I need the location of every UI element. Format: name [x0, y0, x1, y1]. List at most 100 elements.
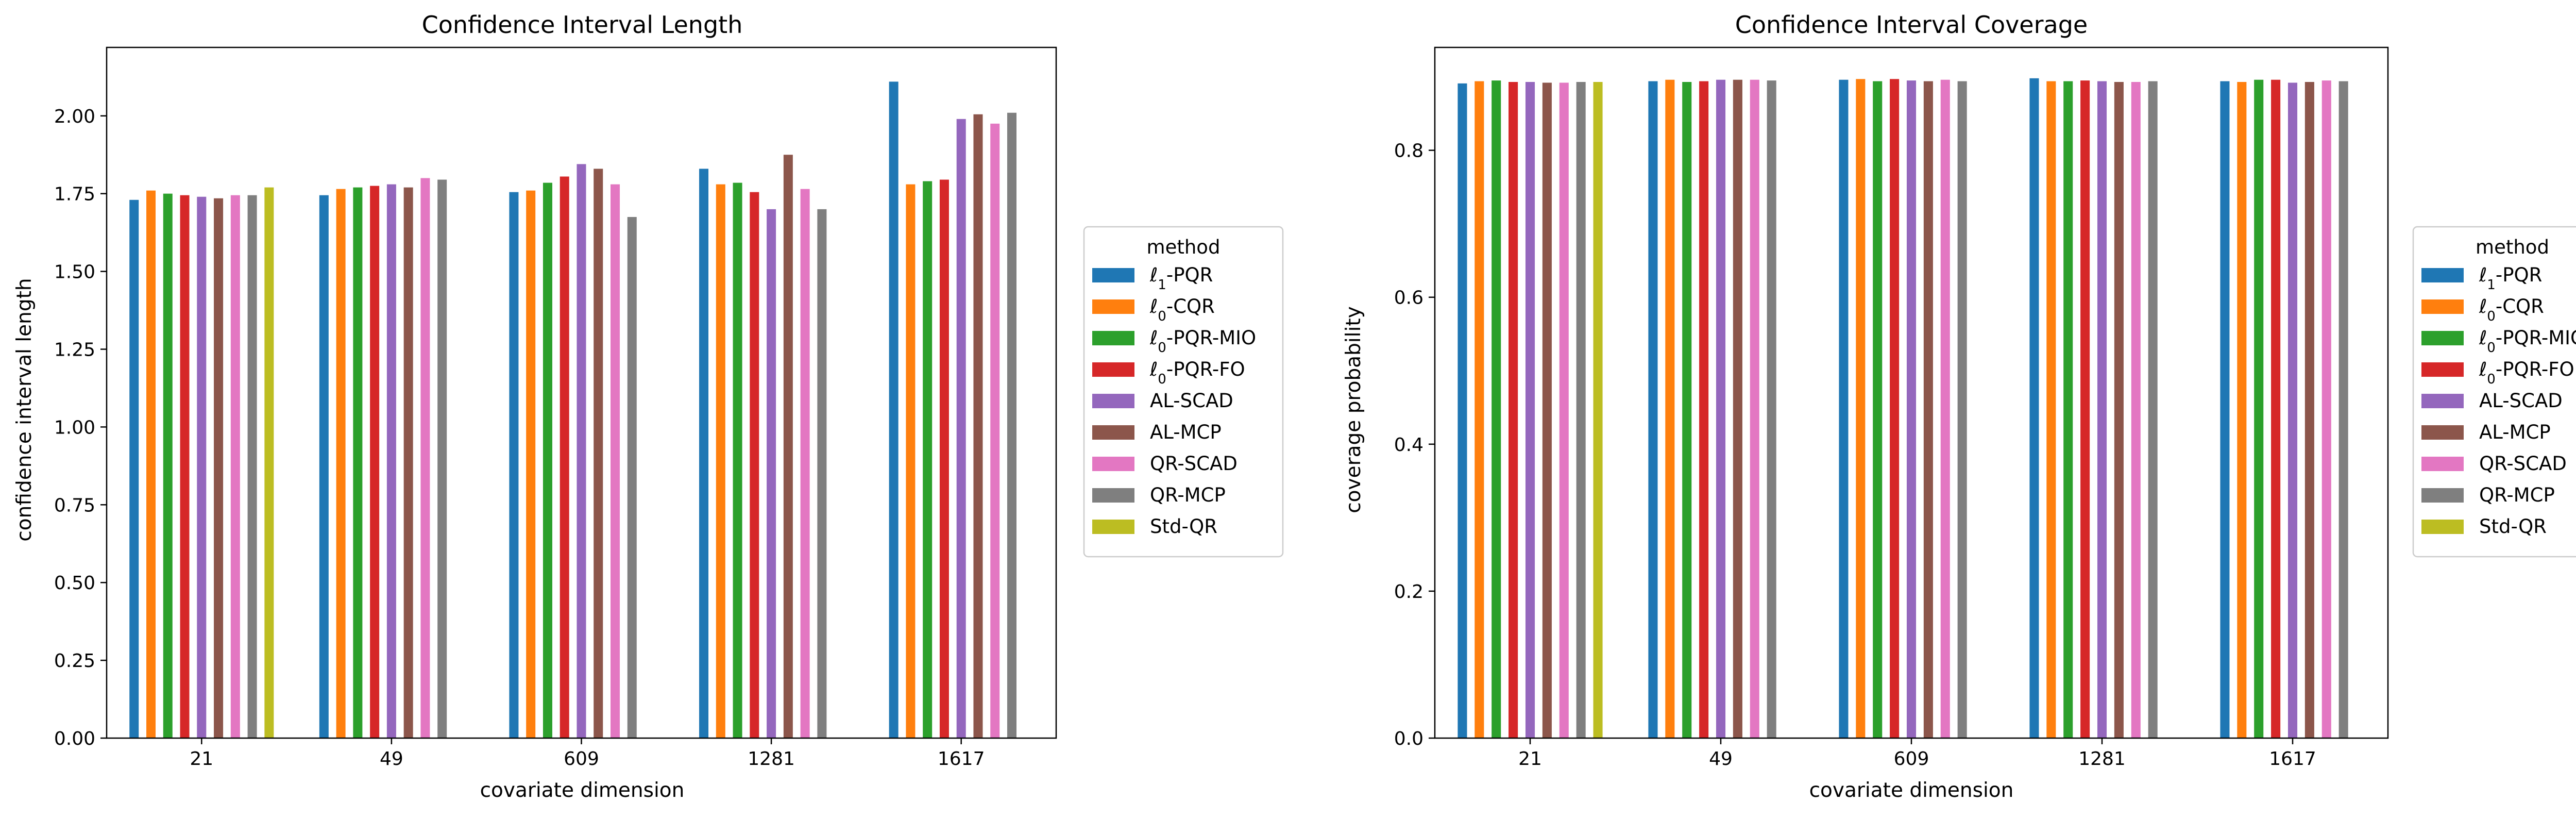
coverage-bar-49-series-0	[1648, 81, 1658, 738]
length-bar-609-series-5	[594, 169, 603, 738]
length-bar-21-series-0	[129, 199, 139, 738]
coverage-x-axis-label: covariate dimension	[1809, 779, 2014, 802]
length-bar-1281-series-1	[716, 184, 725, 739]
coverage-legend-swatch-8	[2421, 520, 2464, 534]
length-legend-swatch-8	[1092, 520, 1134, 534]
length-y-tick-label: 0.25	[54, 650, 95, 672]
length-bar-1617-series-3	[939, 179, 949, 738]
length-x-tick-label: 21	[190, 748, 213, 770]
coverage-x-tick-label: 609	[1894, 748, 1929, 770]
length-bar-49-series-4	[386, 184, 396, 739]
length-bar-49-series-6	[420, 178, 430, 738]
length-bar-1281-series-0	[699, 169, 709, 738]
length-y-tick-label: 1.50	[54, 262, 95, 283]
length-bar-1617-series-4	[956, 119, 966, 739]
coverage-bar-1617-series-5	[2304, 82, 2314, 738]
length-x-tick-label: 1617	[938, 748, 985, 770]
length-x-tick-label: 1281	[748, 748, 795, 770]
coverage-bar-1281-series-0	[2029, 78, 2039, 738]
coverage-bar-21-series-4	[1525, 82, 1535, 738]
length-legend-label-0: ℓ1-PQR	[1149, 264, 1213, 293]
length-bar-1281-series-6	[800, 189, 810, 738]
length-legend-swatch-1	[1092, 299, 1134, 314]
coverage-plot-area: 0.0 0.2 0.4 0.6 0.8 21 49 609 1281 1617	[1394, 46, 2389, 770]
length-bar-21-series-7	[247, 195, 257, 739]
length-bar-21-series-2	[163, 193, 173, 739]
length-legend-swatch-4	[1092, 394, 1134, 408]
length-bar-21-series-4	[197, 196, 207, 739]
length-bar-609-series-6	[611, 184, 620, 739]
coverage-bar-609-series-4	[1906, 80, 1917, 738]
length-legend-label-2: ℓ0-PQR-MIO	[1149, 327, 1256, 356]
coverage-bar-1281-series-7	[2148, 81, 2158, 738]
coverage-legend-label-5: AL-MCP	[2479, 421, 2551, 443]
length-y-tick-label: 2.00	[54, 106, 95, 127]
coverage-bar-1281-series-3	[2080, 80, 2090, 738]
coverage-legend-swatch-5	[2421, 425, 2464, 440]
length-y-tick-label: 1.75	[54, 184, 95, 205]
length-legend-swatch-3	[1092, 362, 1134, 377]
coverage-bar-49-series-3	[1699, 81, 1709, 738]
length-legend-label-3: ℓ0-PQR-FO	[1149, 358, 1245, 387]
coverage-legend-title: method	[2476, 236, 2549, 258]
coverage-bar-1281-series-1	[2046, 81, 2056, 738]
coverage-bar-1617-series-3	[2271, 79, 2281, 739]
length-legend-label-6: QR-SCAD	[1150, 453, 1238, 475]
coverage-legend-label-4: AL-SCAD	[2479, 390, 2563, 412]
coverage-x-tick-label: 1281	[2078, 748, 2126, 770]
length-chart: Confidence Interval Length 0.000.250.500…	[13, 11, 1284, 802]
length-y-tick-label: 1.00	[54, 417, 95, 438]
length-y-tick-label: 1.25	[54, 339, 95, 360]
coverage-y-tick-label: 0.2	[1394, 581, 1423, 603]
coverage-bar-49-series-1	[1665, 79, 1675, 739]
length-bar-49-series-7	[437, 179, 447, 738]
coverage-bar-21-series-8	[1593, 82, 1603, 738]
length-legend-swatch-0	[1092, 268, 1134, 282]
coverage-legend-label-3: ℓ0-PQR-FO	[2479, 358, 2574, 387]
length-legend-label-5: AL-MCP	[1150, 421, 1222, 443]
coverage-legend-label-1: ℓ0-CQR	[2479, 295, 2544, 324]
length-x-tick-label: 49	[380, 748, 403, 770]
coverage-bar-1617-series-1	[2237, 82, 2247, 738]
coverage-bar-1617-series-6	[2321, 80, 2331, 738]
length-bar-609-series-3	[560, 176, 569, 738]
coverage-legend-swatch-1	[2421, 299, 2464, 314]
coverage-bar-1617-series-0	[2220, 81, 2230, 738]
coverage-bar-21-series-3	[1509, 82, 1518, 738]
coverage-bar-21-series-1	[1475, 81, 1484, 738]
coverage-bar-21-series-7	[1576, 82, 1586, 738]
length-bar-609-series-1	[526, 190, 536, 738]
coverage-bar-49-series-6	[1750, 79, 1759, 739]
length-bar-1281-series-4	[767, 209, 776, 738]
coverage-legend-swatch-7	[2421, 488, 2464, 503]
length-chart-title: Confidence Interval Length	[422, 11, 743, 39]
length-bar-21-series-3	[180, 195, 190, 739]
coverage-bar-1617-series-7	[2338, 81, 2348, 738]
length-bar-1281-series-5	[783, 155, 793, 738]
coverage-y-tick-label: 0.0	[1394, 728, 1423, 749]
length-bar-1617-series-1	[906, 184, 916, 739]
length-bar-21-series-1	[146, 190, 156, 738]
coverage-bar-21-series-0	[1458, 83, 1467, 739]
length-bar-1617-series-7	[1007, 112, 1016, 738]
coverage-bar-1281-series-6	[2131, 82, 2141, 738]
length-bar-49-series-3	[370, 186, 380, 739]
coverage-bar-21-series-5	[1542, 82, 1552, 739]
length-y-tick-label: 0.00	[54, 728, 95, 749]
length-legend-label-4: AL-SCAD	[1150, 390, 1233, 412]
length-x-axis-label: covariate dimension	[480, 779, 685, 802]
coverage-y-tick-label: 0.8	[1394, 141, 1423, 162]
coverage-bar-49-series-7	[1767, 80, 1776, 738]
coverage-bar-49-series-2	[1682, 82, 1692, 738]
length-bar-21-series-5	[214, 198, 224, 738]
length-bar-1281-series-7	[817, 209, 827, 738]
coverage-legend-swatch-4	[2421, 394, 2464, 408]
length-legend-swatch-7	[1092, 488, 1134, 503]
coverage-bar-609-series-7	[1957, 81, 1967, 738]
length-bar-1617-series-2	[923, 181, 933, 738]
length-bar-1617-series-5	[973, 114, 983, 738]
coverage-chart-title: Confidence Interval Coverage	[1735, 11, 2088, 39]
